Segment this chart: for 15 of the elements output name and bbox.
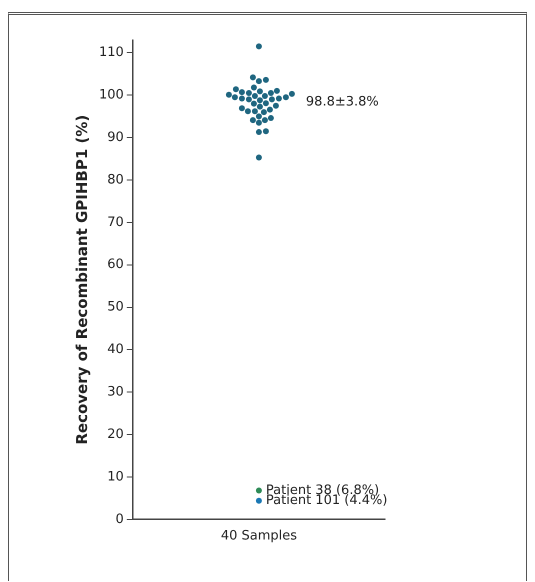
y-tick-label: 0: [116, 512, 124, 527]
y-tick-label: 60: [107, 257, 124, 272]
y-tick-label: 90: [107, 130, 124, 145]
x-tick-label: 40 Samples: [220, 528, 298, 544]
y-tick-label: 110: [98, 45, 124, 60]
y-tick-label: 20: [107, 426, 124, 442]
y-tick-label: 70: [107, 214, 124, 230]
y-tick-label: 30: [107, 384, 124, 400]
y-tick-label: 40: [107, 342, 124, 358]
y-axis-title: Recovery of Recombinant GPIHBP1 (%): [72, 114, 91, 445]
y-tick-label: 100: [98, 88, 124, 103]
y-tick-label: 80: [107, 172, 124, 188]
text: 98.8±3.8%: [306, 94, 379, 110]
y-tick-label: 10: [107, 469, 124, 484]
y-tick-label: 50: [107, 300, 124, 315]
